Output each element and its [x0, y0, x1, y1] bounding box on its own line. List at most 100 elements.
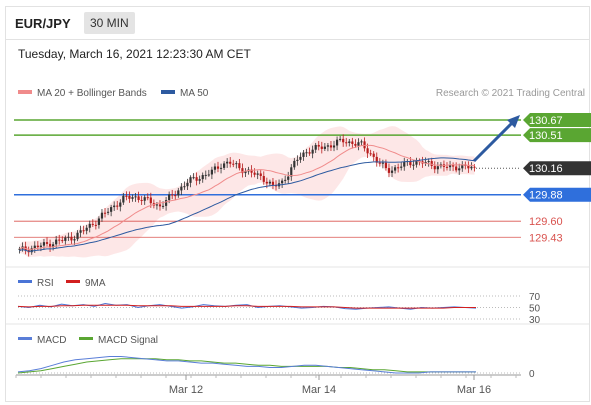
candle-body	[415, 161, 418, 165]
candle-body	[192, 177, 195, 179]
candle-body	[76, 232, 79, 240]
candle-body	[70, 236, 73, 241]
candle-body	[207, 174, 210, 176]
ma20-swatch	[18, 90, 32, 94]
macd-grid: 0	[18, 369, 535, 380]
candle-body	[140, 199, 143, 201]
candle-body	[360, 141, 363, 143]
candle-body	[436, 166, 439, 170]
candle-body	[238, 163, 241, 169]
candle-body	[448, 164, 452, 168]
candle-body	[363, 141, 366, 149]
candle-body	[467, 165, 470, 169]
candle-body	[250, 169, 253, 173]
candle-body	[293, 160, 296, 168]
candle-body	[455, 166, 458, 171]
candle-body	[18, 248, 21, 250]
candle-body	[143, 197, 146, 201]
candle-body	[116, 205, 119, 207]
resistance_1-label: 130.51	[529, 130, 563, 142]
bollinger-band	[19, 126, 475, 258]
candle-body	[351, 141, 354, 144]
ma50-line	[19, 157, 475, 252]
candle-body	[369, 153, 372, 155]
candle-body	[342, 138, 345, 143]
x-tick-label: Mar 16	[457, 384, 491, 396]
candle-body	[42, 242, 46, 246]
ma20-legend-label: MA 20 + Bollinger Bands	[37, 88, 147, 99]
candle-body	[339, 138, 342, 140]
candle-body	[73, 239, 76, 241]
credit-text: Research © 2021 Trading Central	[436, 88, 585, 99]
candle-body	[39, 245, 42, 248]
candle-body	[335, 139, 339, 146]
candle-body	[470, 166, 473, 169]
candle-body	[33, 245, 36, 249]
chart-widget: EUR/JPY 30 MIN Tuesday, March 16, 2021 1…	[5, 6, 591, 402]
timeframe-badge[interactable]: 30 MIN	[84, 12, 135, 34]
resistance_2-tag	[523, 113, 591, 128]
candle-body	[189, 177, 192, 183]
candle-body	[427, 161, 430, 163]
candle-body	[58, 239, 61, 241]
candle-body	[253, 172, 256, 175]
candle-body	[314, 144, 317, 150]
candle-body	[219, 167, 223, 169]
candle-body	[103, 212, 107, 214]
candle-body	[82, 230, 85, 232]
target-arrow-head	[507, 115, 520, 128]
candle-body	[88, 223, 91, 228]
candle-body	[149, 197, 152, 204]
candle-body	[177, 190, 180, 196]
candle-body	[134, 196, 137, 198]
candle-body	[67, 236, 70, 238]
candle-body	[110, 207, 113, 212]
signal-swatch	[79, 337, 93, 340]
candle-body	[458, 168, 461, 171]
candle-body	[308, 152, 311, 154]
candle-body	[284, 179, 287, 181]
candle-body	[137, 196, 140, 200]
pivot-tag	[523, 187, 591, 202]
candle-body	[268, 181, 271, 184]
candle-body	[213, 166, 217, 170]
candle-body	[226, 161, 229, 164]
x-tick-label: Mar 14	[302, 384, 336, 396]
candle-body	[296, 159, 299, 161]
rsi-legend-label: RSI	[37, 278, 54, 289]
candle-body	[403, 161, 406, 167]
candle-body	[271, 181, 275, 185]
candle-body	[155, 204, 159, 206]
candle-body	[91, 223, 94, 225]
candle-body	[329, 145, 333, 148]
macd-panel: MACD MACD Signal 0	[17, 335, 535, 380]
x-tick-label: Mar 12	[169, 384, 203, 396]
candle-body	[262, 176, 265, 182]
price-panel: 130.67 130.51 130.16 129.88 129.60 129.43	[14, 113, 591, 258]
candle-body	[387, 168, 391, 173]
candle-body	[106, 211, 110, 213]
candle-body	[241, 168, 244, 174]
rsi9-legend-label: 9MA	[85, 278, 106, 289]
candle-body	[64, 237, 67, 241]
support_1-label: 129.60	[529, 216, 563, 228]
candle-body	[378, 162, 381, 164]
ma50-swatch	[161, 90, 175, 94]
last-price-value: 130.16	[529, 163, 563, 175]
candle-body	[61, 240, 64, 242]
candle-body	[174, 195, 177, 197]
candle-body	[366, 148, 369, 154]
candle-body	[223, 163, 226, 168]
candle-body	[168, 194, 171, 201]
candle-body	[265, 181, 268, 184]
candle-body	[55, 239, 58, 245]
candle-body	[299, 156, 302, 160]
candle-body	[52, 244, 55, 248]
rsi9-swatch	[66, 280, 80, 283]
candle-body	[195, 177, 198, 181]
signal-legend-label: MACD Signal	[98, 335, 158, 346]
rsi-tick-70: 70	[529, 292, 541, 303]
candle-body	[332, 145, 336, 148]
